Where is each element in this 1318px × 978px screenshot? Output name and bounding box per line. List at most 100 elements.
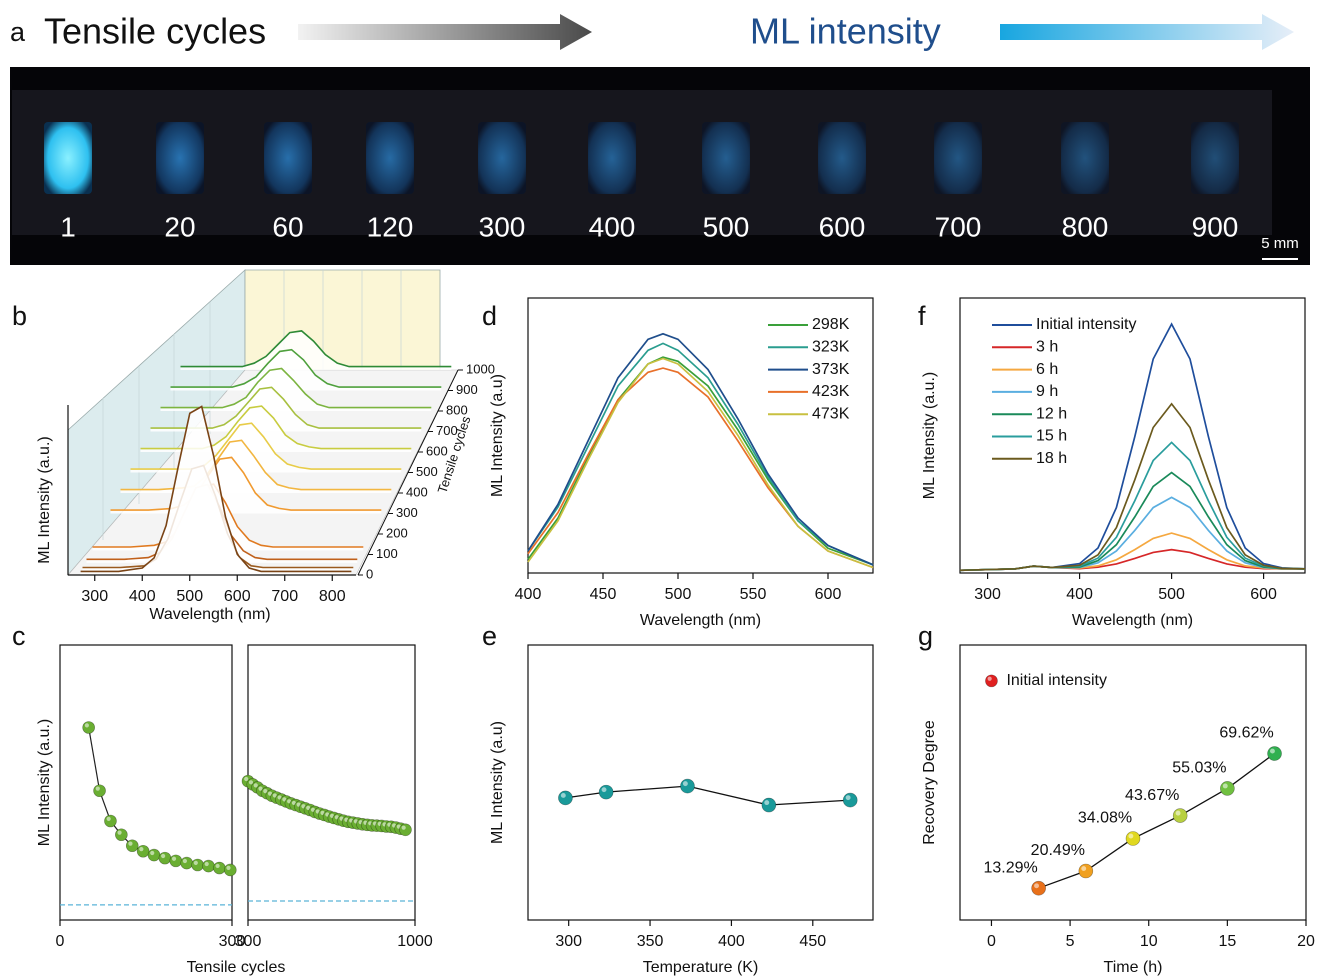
- trace-fill: [170, 349, 442, 391]
- point: [180, 856, 194, 870]
- cycle-label: 120: [367, 211, 414, 242]
- sample-image: [156, 122, 204, 194]
- z-tick-label: 200: [386, 525, 408, 540]
- legend-label: 373K: [812, 361, 850, 378]
- x-tick-label: 350: [637, 933, 664, 950]
- x-tick-label: 450: [590, 586, 617, 603]
- x-tick-label: 600: [815, 586, 842, 603]
- sample-image: [702, 122, 750, 194]
- connector-line: [1038, 752, 1275, 889]
- point-highlight: [315, 809, 320, 814]
- cycle-label: 1: [60, 211, 76, 242]
- panel-label: f: [918, 301, 926, 331]
- spectrum-trace: [80, 405, 352, 573]
- point: [93, 784, 106, 798]
- plot-frame: [959, 297, 1306, 574]
- point: [1078, 863, 1094, 879]
- panel-label: b: [12, 301, 27, 331]
- sample-image: [1061, 122, 1109, 194]
- x-tick-label: 500: [1158, 586, 1185, 603]
- point: [680, 778, 695, 794]
- x-tick-label: 600: [1250, 586, 1277, 603]
- x-tick-label: 300: [81, 588, 108, 605]
- point: [558, 790, 573, 806]
- spectrum-trace: [160, 367, 432, 409]
- x-axis-title: Time (h): [1104, 959, 1163, 976]
- point-highlight: [282, 797, 287, 802]
- cycle-label: 60: [272, 211, 303, 242]
- x-tick-label: 400: [129, 588, 156, 605]
- point: [169, 854, 183, 868]
- point-highlight: [401, 825, 406, 830]
- z-tick-label: 500: [416, 464, 438, 479]
- x-tick-label: 400: [1066, 586, 1093, 603]
- x-axis-title: Wavelength (nm): [640, 612, 761, 629]
- x-tick-label: 10: [1140, 933, 1158, 950]
- point-highlight: [117, 830, 122, 835]
- data-label: 13.29%: [984, 859, 1038, 876]
- x-tick-label: 400: [515, 586, 542, 603]
- plot-frame: [959, 644, 1307, 921]
- spectrum-trace: [150, 386, 422, 429]
- point-highlight: [845, 795, 851, 801]
- photo: 1 20 60 120 300 400 500 600 700 800 900: [44, 122, 1239, 242]
- sample-image: [264, 122, 312, 194]
- x-tick-label: 0: [987, 933, 996, 950]
- x-tick-label: 5: [1066, 933, 1075, 950]
- point-highlight: [987, 676, 992, 681]
- point-highlight: [1034, 883, 1039, 889]
- x-tick-label: 300: [974, 586, 1001, 603]
- point-highlight: [84, 723, 89, 728]
- point: [761, 797, 777, 813]
- point-highlight: [310, 807, 316, 812]
- arrow: [298, 14, 592, 50]
- cycle-label: 800: [1062, 211, 1109, 242]
- point-highlight: [182, 858, 188, 864]
- point-highlight: [277, 795, 282, 800]
- point-highlight: [161, 853, 166, 859]
- point-highlight: [150, 850, 155, 856]
- point-highlight: [291, 800, 297, 806]
- point-highlight: [296, 802, 301, 807]
- point-highlight: [139, 847, 144, 852]
- legend-label: 423K: [812, 383, 850, 400]
- point-highlight: [601, 787, 607, 793]
- z-tick-label: 0: [366, 566, 373, 581]
- z-tick-label: 100: [376, 546, 398, 561]
- sample-image: [818, 122, 866, 194]
- point: [1172, 808, 1188, 823]
- scale-bar-label: 5 mm: [1261, 235, 1299, 252]
- point: [1220, 781, 1235, 796]
- y-axis-title: Recovery Degree: [921, 720, 938, 845]
- point-highlight: [226, 865, 231, 870]
- z-tick-label: 300: [396, 505, 418, 520]
- data-label: 69.62%: [1219, 725, 1273, 742]
- point-highlight: [1081, 866, 1087, 872]
- x-axis-title: Wavelength (nm): [149, 606, 270, 623]
- trace-fill: [160, 368, 432, 411]
- point-highlight: [560, 793, 566, 798]
- cycle-label: 20: [164, 211, 195, 242]
- legend-label: 323K: [812, 339, 850, 356]
- point: [147, 848, 161, 862]
- plot-frame: [527, 644, 874, 921]
- x-tick-label: 800: [319, 588, 346, 605]
- spectrum-trace: [180, 330, 452, 368]
- panel-label: e: [482, 621, 497, 651]
- trace-fill: [80, 406, 352, 575]
- point-highlight: [1222, 783, 1228, 789]
- arrow: [1000, 14, 1294, 50]
- spectrum-trace: [170, 348, 442, 388]
- z-tick-label: 900: [456, 382, 478, 397]
- legend-label: 473K: [812, 405, 850, 422]
- plot-frame: [527, 297, 874, 574]
- point: [223, 863, 237, 877]
- x-tick-label: 300: [219, 933, 246, 950]
- x-tick-label: 1000: [397, 933, 433, 950]
- trace-fill: [140, 406, 412, 452]
- x-tick-label: 550: [740, 586, 767, 603]
- legend-label: 6 h: [1036, 361, 1058, 378]
- point: [191, 858, 204, 872]
- point-highlight: [1269, 748, 1275, 754]
